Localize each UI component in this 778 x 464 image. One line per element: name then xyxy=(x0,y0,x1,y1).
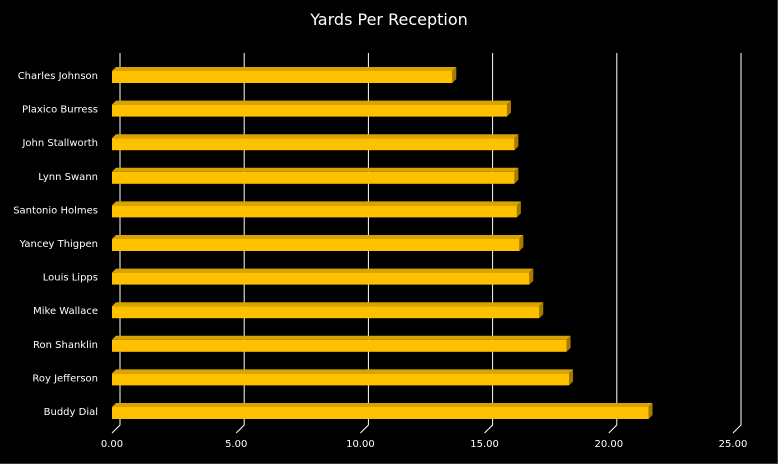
category-label: Charles Johnson xyxy=(18,71,98,82)
bar xyxy=(112,339,567,352)
bar-top-face xyxy=(112,369,574,374)
category-label: Ron Shanklin xyxy=(33,340,98,351)
bar xyxy=(112,239,520,251)
bar-top-face xyxy=(112,134,519,139)
x-tick-label: 0.00 xyxy=(101,439,123,450)
bar-top-face xyxy=(112,67,457,71)
category-label: Lynn Swann xyxy=(38,172,98,183)
bar-side-face xyxy=(452,67,457,83)
bar-top-face xyxy=(112,403,653,407)
bar-top-face xyxy=(112,302,544,307)
bar xyxy=(112,306,540,319)
bar-top-face xyxy=(112,201,521,206)
bar-side-face xyxy=(566,335,571,352)
bar xyxy=(112,373,570,386)
bar xyxy=(112,205,517,218)
x-tick-label: 10.00 xyxy=(346,439,375,450)
category-label: Santonio Holmes xyxy=(13,205,98,216)
x-tick-label: 20.00 xyxy=(594,439,623,450)
bar-top-face xyxy=(112,235,524,239)
gridline xyxy=(608,53,618,434)
x-tick-label: 25.00 xyxy=(719,439,748,450)
bar-top-face xyxy=(112,268,534,273)
bar-top-face xyxy=(112,100,511,105)
bar-side-face xyxy=(516,201,521,218)
category-label: Plaxico Burress xyxy=(22,105,98,116)
bar-side-face xyxy=(529,268,534,285)
bar-side-face xyxy=(514,167,519,184)
category-label: Louis Lipps xyxy=(43,273,98,284)
category-label: Buddy Dial xyxy=(44,407,98,418)
category-label: Roy Jefferson xyxy=(32,373,98,384)
x-tick-label: 15.00 xyxy=(470,439,499,450)
bar-side-face xyxy=(569,369,574,386)
bar-top-face xyxy=(112,167,519,172)
bar-side-face xyxy=(514,134,519,151)
bar xyxy=(112,104,507,117)
bar xyxy=(112,407,649,419)
x-tick-label: 5.00 xyxy=(225,439,247,450)
category-label: Yancey Thigpen xyxy=(19,239,98,250)
category-label: Mike Wallace xyxy=(33,306,98,317)
bar xyxy=(112,171,515,184)
bar-side-face xyxy=(506,100,511,117)
bar-side-face xyxy=(539,302,544,319)
bar-side-face xyxy=(519,235,524,251)
category-label: John Stallworth xyxy=(21,138,98,149)
bar-side-face xyxy=(648,403,653,419)
gridline xyxy=(732,53,742,434)
bar xyxy=(112,138,515,151)
bar xyxy=(112,71,453,83)
bar xyxy=(112,272,530,285)
chart-title: Yards Per Reception xyxy=(310,10,468,29)
bar-top-face xyxy=(112,335,571,340)
